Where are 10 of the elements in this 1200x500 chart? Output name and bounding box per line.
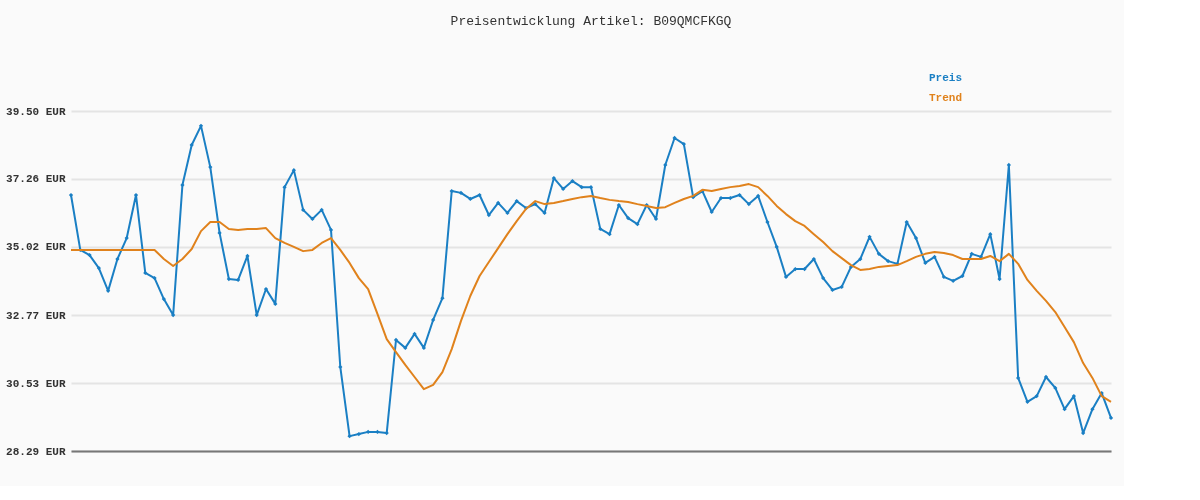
y-tick-label: 32.77 EUR [6,309,66,322]
y-tick-label: 39.50 EUR [6,105,66,118]
y-tick-label: 28.29 EUR [6,445,66,458]
y-tick-label: 35.02 EUR [6,241,66,254]
chart-title: Preisentwicklung Artikel: B09QMCFKGQ [450,14,732,29]
y-tick-label: 30.53 EUR [6,377,66,390]
y-tick-label: 37.26 EUR [6,173,66,186]
line-series [70,183,1112,403]
text: Preis [929,72,963,84]
text: Trend [929,92,963,104]
